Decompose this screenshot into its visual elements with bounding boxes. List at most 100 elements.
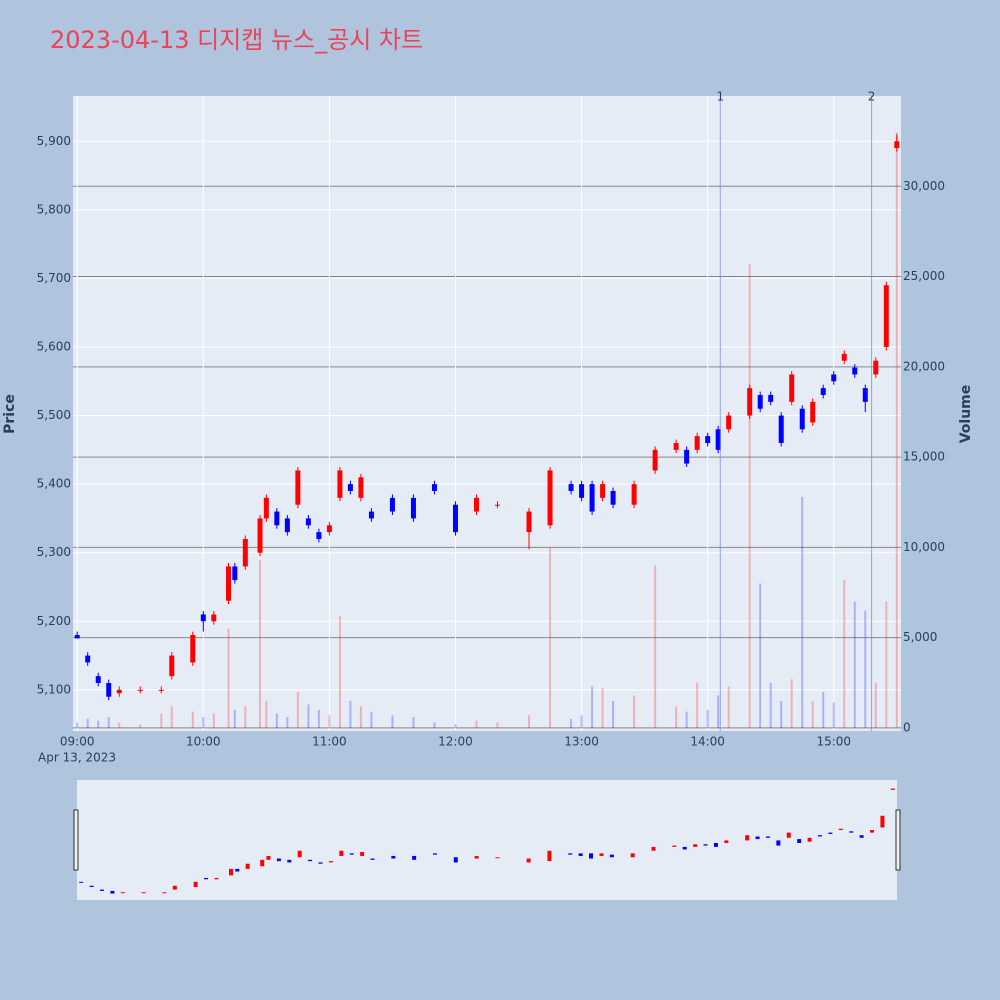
candle-body xyxy=(347,484,353,491)
x-tick-label: 10:00 xyxy=(186,735,221,749)
volume-bar xyxy=(811,700,814,728)
candle-body xyxy=(211,614,217,622)
volume-bar xyxy=(549,547,552,728)
candle-body xyxy=(473,497,479,512)
slider-candle xyxy=(193,881,198,888)
candle-body xyxy=(862,388,868,402)
candle-body xyxy=(337,470,343,498)
annotation-label: 2 xyxy=(868,90,876,104)
candle-body xyxy=(389,497,395,512)
candle-body xyxy=(789,374,795,402)
candle-body xyxy=(284,518,290,533)
x-tick-label: 15:00 xyxy=(816,735,851,749)
slider-candle xyxy=(797,839,802,843)
candle-body xyxy=(810,401,816,423)
slider-candle xyxy=(245,863,250,869)
slider-candle xyxy=(297,850,302,858)
slider-candle xyxy=(432,853,437,855)
slider-candle xyxy=(391,855,396,859)
slider-handle[interactable] xyxy=(895,809,901,871)
slider-candle xyxy=(828,832,833,834)
volume-bar xyxy=(769,682,772,728)
volume-bar xyxy=(685,711,688,728)
candle-body xyxy=(116,689,122,694)
candle-body xyxy=(799,408,805,430)
volume-bar xyxy=(801,496,804,728)
candle-body xyxy=(326,525,332,533)
candle-body xyxy=(274,511,280,526)
candle-body xyxy=(673,442,679,450)
x-tick-label: 11:00 xyxy=(312,735,347,749)
candle-body xyxy=(589,484,595,512)
volume-bar xyxy=(780,700,783,728)
slider-candle xyxy=(589,853,594,859)
slider-candle xyxy=(807,837,812,842)
slider-candle xyxy=(204,877,209,880)
slider-candle xyxy=(776,840,781,846)
y-tick-label: 5,700 xyxy=(37,271,71,285)
candle-body xyxy=(106,682,112,697)
slider-candle xyxy=(110,890,115,894)
plot-area xyxy=(73,96,901,731)
candle-body xyxy=(757,394,763,409)
volume-bar xyxy=(86,718,89,728)
candle-body xyxy=(715,429,721,450)
slider-candle xyxy=(745,835,750,841)
volume-bar xyxy=(654,565,657,728)
volume-bar xyxy=(349,700,352,728)
candle-body xyxy=(431,484,437,491)
volume-bar xyxy=(359,706,362,728)
volume-bar xyxy=(202,717,205,728)
volume-bar xyxy=(227,628,230,728)
candle-body xyxy=(74,634,80,639)
slider-candle xyxy=(339,850,344,856)
volume-bar xyxy=(338,615,341,728)
slider-candle xyxy=(287,859,292,863)
volume-bar xyxy=(296,691,299,728)
slider-candle xyxy=(141,892,146,894)
slider-candle xyxy=(713,842,718,847)
slider-candle xyxy=(162,892,167,894)
slider-candle xyxy=(412,855,417,860)
candle-body xyxy=(200,614,206,622)
volume-bar xyxy=(790,679,793,728)
volume-bar xyxy=(696,682,699,728)
slider-candle xyxy=(360,852,365,856)
candle-body xyxy=(883,285,889,347)
x-tick-label: 12:00 xyxy=(438,735,473,749)
slider-candle xyxy=(370,858,375,860)
candle-body xyxy=(873,360,879,375)
x-tick-label: 13:00 xyxy=(564,735,599,749)
slider-candle xyxy=(568,853,573,855)
volume-bar xyxy=(570,718,573,728)
volume-bar xyxy=(97,720,100,728)
candle-body xyxy=(95,676,101,683)
slider-candle xyxy=(474,855,479,859)
candle-body xyxy=(295,470,301,505)
slider-candle xyxy=(630,853,635,858)
candle-body xyxy=(232,566,238,581)
volume-bar xyxy=(717,695,720,728)
volume-bar xyxy=(160,713,163,728)
volume-bar xyxy=(591,686,594,728)
range-slider[interactable] xyxy=(77,780,897,900)
candle-body xyxy=(526,511,532,533)
y-tick-label: 5,900 xyxy=(37,134,71,148)
slider-handle[interactable] xyxy=(73,809,79,871)
slider-candle xyxy=(880,815,885,828)
y-tick-label: 5,500 xyxy=(37,408,71,422)
volume-bar xyxy=(265,700,268,728)
y2-tick-label: 20,000 xyxy=(903,359,945,373)
slider-candle xyxy=(229,868,234,876)
slider-candle xyxy=(755,836,760,840)
slider-candle xyxy=(266,855,271,860)
candle-body xyxy=(257,518,263,553)
slider-candle xyxy=(260,859,265,867)
slider-candle xyxy=(349,853,354,855)
candle-body xyxy=(652,449,658,471)
candle-body xyxy=(747,388,753,416)
volume-bar xyxy=(580,715,583,728)
slider-candle xyxy=(328,861,333,863)
volume-bar xyxy=(286,717,289,728)
